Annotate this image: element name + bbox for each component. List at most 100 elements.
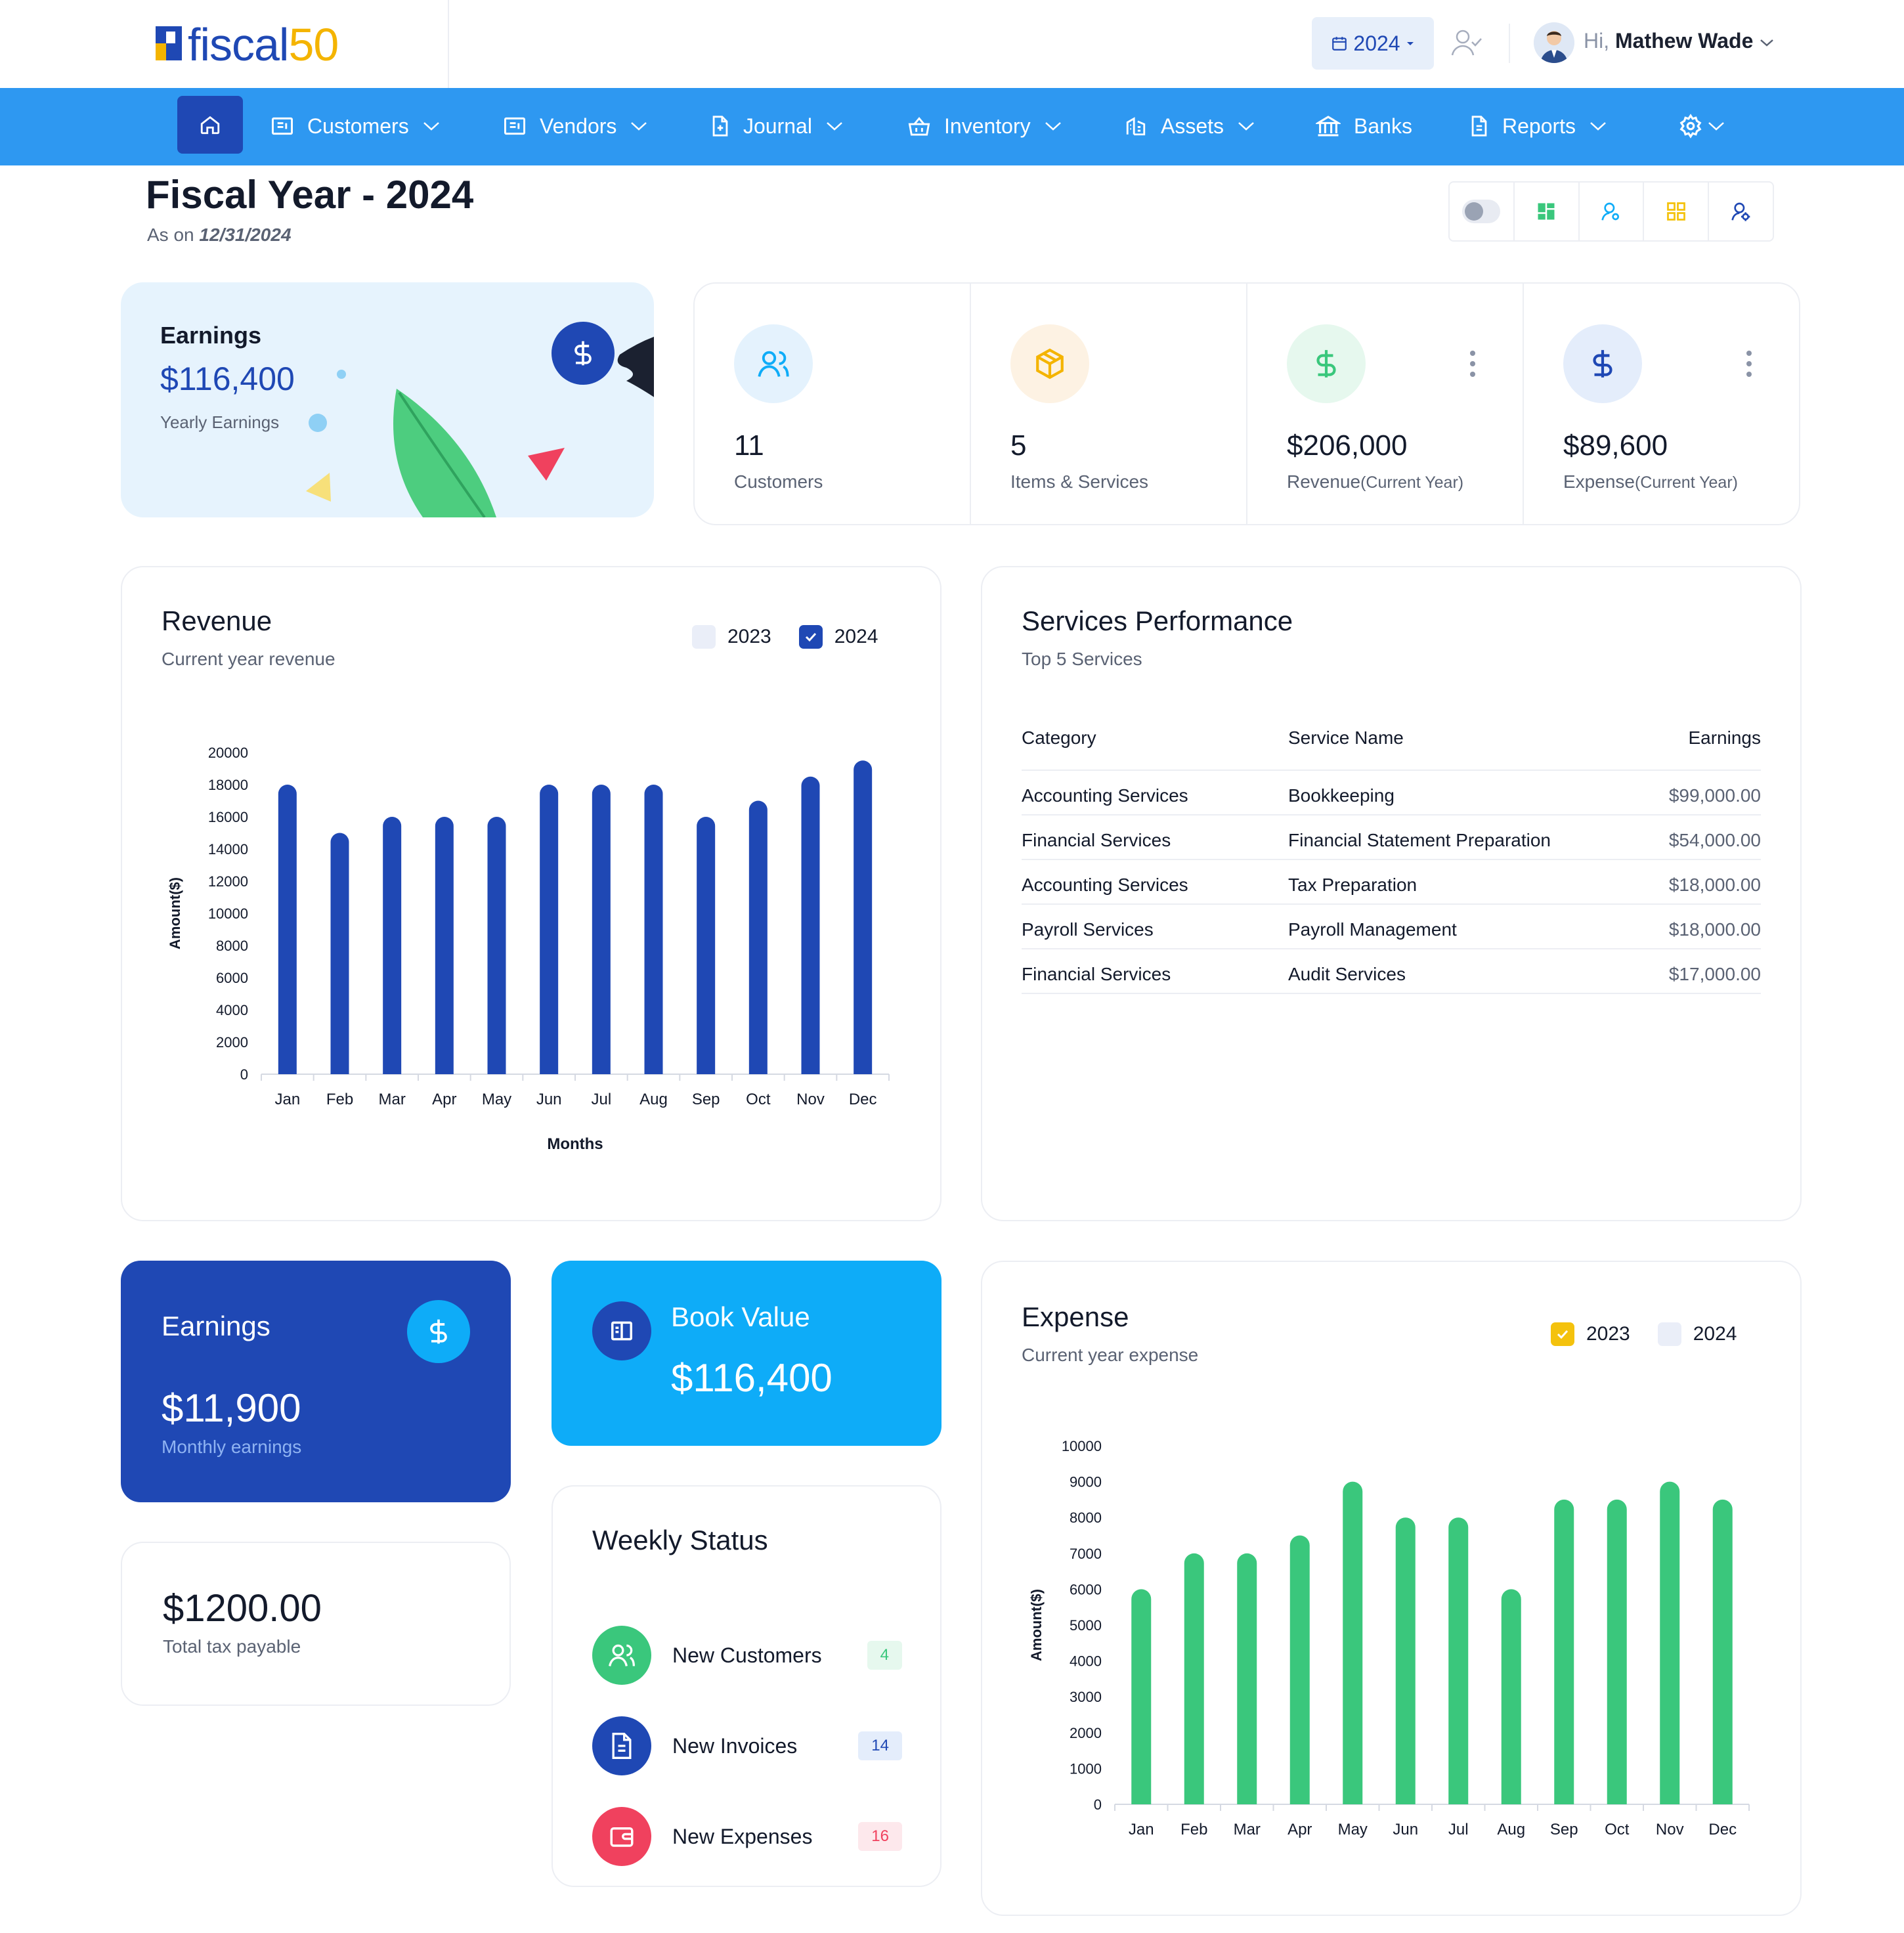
user-view-button[interactable] — [1580, 183, 1645, 240]
bar[interactable] — [1501, 1589, 1521, 1804]
earnings-title: Earnings — [160, 322, 262, 349]
table-row[interactable]: Financial Services Audit Services $17,00… — [1022, 949, 1761, 994]
users-icon — [592, 1626, 651, 1685]
y-axis-label: Amount($) — [167, 877, 183, 949]
bar[interactable] — [1237, 1553, 1257, 1804]
y-tick-label: 6000 — [1070, 1581, 1102, 1597]
gear-icon — [1679, 114, 1702, 139]
stat-items[interactable]: 5 Items & Services — [971, 284, 1247, 524]
bar[interactable] — [1712, 1499, 1733, 1804]
revenue-card: Revenue Current year revenue 2023 2024 0… — [121, 566, 941, 1221]
chevron-down-icon — [1590, 122, 1606, 131]
bar[interactable] — [330, 833, 349, 1075]
nav-reports[interactable]: Reports — [1469, 110, 1607, 142]
bar[interactable] — [383, 817, 402, 1074]
bar[interactable] — [1660, 1481, 1680, 1804]
layout-view-button[interactable] — [1644, 183, 1710, 240]
user-avatar[interactable] — [1534, 22, 1574, 63]
admin-view-button[interactable] — [1709, 183, 1773, 240]
bar[interactable] — [1395, 1517, 1416, 1804]
column-header[interactable]: Category — [1022, 728, 1096, 748]
weekly-new-customers[interactable]: New Customers 4 — [592, 1626, 902, 1685]
count-badge: 4 — [867, 1641, 902, 1670]
user-settings-icon — [1601, 202, 1619, 221]
expense-card: Expense Current year expense 2023 2024 0… — [981, 1261, 1802, 1916]
nav-journal[interactable]: Journal — [710, 110, 844, 142]
bar[interactable] — [1343, 1481, 1363, 1804]
weekly-title: Weekly Status — [592, 1525, 768, 1555]
nav-inventory[interactable]: Inventory — [907, 110, 1062, 142]
bar[interactable] — [487, 817, 506, 1074]
bar[interactable] — [1448, 1517, 1469, 1804]
revenue-chart: 0 2000 4000 6000 8000 10000 12000 14000 16000 180… — [167, 745, 890, 1153]
weekly-status-card: Weekly Status New Customers 4 New Invoic… — [552, 1485, 941, 1887]
theme-toggle[interactable] — [1450, 183, 1515, 240]
bar[interactable] — [854, 760, 873, 1074]
y-tick-label: 14000 — [208, 841, 248, 858]
nav-customers[interactable]: Customers — [270, 110, 441, 142]
stat-revenue[interactable]: $206,000 Revenue(Current Year) — [1247, 284, 1524, 524]
x-tick-label: Oct — [746, 1091, 771, 1108]
weekly-new-expenses[interactable]: New Expenses 16 — [592, 1807, 902, 1866]
weekly-new-invoices[interactable]: New Invoices 14 — [592, 1716, 902, 1775]
as-on-date: As on 12/31/2024 — [147, 225, 292, 245]
header-divider — [1509, 24, 1510, 63]
legend-2023-checkbox[interactable] — [1551, 1322, 1574, 1346]
nav-assets[interactable]: Assets — [1124, 110, 1255, 142]
inventory-icon — [908, 117, 930, 136]
more-vertical-icon[interactable] — [1745, 349, 1753, 378]
chevron-down-icon — [1045, 122, 1061, 131]
column-header[interactable]: Earnings — [1688, 728, 1761, 748]
legend-2024-checkbox[interactable] — [1657, 1322, 1681, 1346]
bar[interactable] — [592, 785, 611, 1074]
book-value-card: Book Value $116,400 — [552, 1261, 941, 1446]
x-tick-label: Oct — [1605, 1821, 1630, 1838]
table-row[interactable]: Payroll Services Payroll Management $18,… — [1022, 905, 1761, 949]
y-tick-label: 16000 — [208, 809, 248, 825]
tax-value: $1200.00 — [163, 1587, 322, 1630]
nav-vendors[interactable]: Vendors — [503, 110, 648, 142]
table-row[interactable]: Accounting Services Tax Preparation $18,… — [1022, 860, 1761, 905]
bar[interactable] — [435, 817, 454, 1074]
bar[interactable] — [278, 785, 297, 1074]
stat-expense[interactable]: $89,600 Expense(Current Year) — [1524, 284, 1799, 524]
bar[interactable] — [748, 800, 768, 1075]
nav-banks[interactable]: Banks — [1316, 110, 1412, 142]
yearly-earnings-card: Earnings $116,400 Yearly Earnings — [121, 282, 654, 517]
x-tick-label: Sep — [692, 1091, 720, 1108]
year-selector[interactable]: 2024 — [1312, 17, 1434, 70]
view-switcher — [1448, 181, 1774, 242]
legend-2024-checkbox[interactable] — [798, 625, 823, 649]
bar[interactable] — [644, 785, 663, 1074]
bar[interactable] — [801, 776, 820, 1074]
stat-customers[interactable]: 11 Customers — [695, 284, 971, 524]
bar[interactable] — [1131, 1589, 1152, 1804]
x-tick-label: Jun — [1393, 1821, 1418, 1838]
chevron-down-icon — [423, 122, 439, 131]
bar[interactable] — [1184, 1553, 1204, 1804]
services-title: Services Performance — [1022, 605, 1293, 636]
count-badge: 16 — [858, 1822, 902, 1851]
user-greeting[interactable]: Hi, Mathew Wade — [1584, 29, 1775, 53]
table-row[interactable]: Accounting Services Bookkeeping $99,000.… — [1022, 771, 1761, 815]
column-header[interactable]: Service Name — [1288, 728, 1404, 748]
nav-settings[interactable] — [1678, 110, 1725, 142]
logo[interactable]: fiscal50 — [188, 19, 339, 70]
bar[interactable] — [1554, 1499, 1574, 1804]
nav-home-button[interactable] — [177, 96, 243, 154]
user-check-icon[interactable] — [1450, 26, 1484, 60]
grid-view-button[interactable] — [1515, 183, 1580, 240]
more-vertical-icon[interactable] — [1469, 349, 1477, 378]
table-row[interactable]: Financial Services Financial Statement P… — [1022, 815, 1761, 860]
legend-2023-checkbox[interactable] — [692, 625, 716, 649]
bar[interactable] — [697, 817, 716, 1074]
bar[interactable] — [1607, 1499, 1627, 1804]
bar[interactable] — [1289, 1535, 1310, 1804]
bar[interactable] — [540, 785, 559, 1074]
earnings-subtitle: Yearly Earnings — [160, 412, 280, 432]
tax-card: $1200.00 Total tax payable — [121, 1542, 511, 1706]
toggle-switch[interactable] — [1462, 200, 1501, 223]
chevron-down-icon — [827, 122, 842, 131]
invoice-icon — [592, 1716, 651, 1775]
x-tick-label: Jan — [274, 1091, 300, 1108]
